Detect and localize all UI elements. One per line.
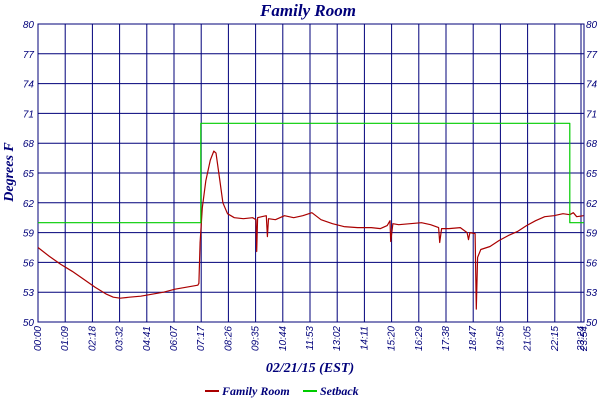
y-tick-label-left: 74	[23, 80, 35, 91]
x-tick-label: 09:35	[251, 326, 262, 351]
y-tick-label-right: 50	[586, 318, 598, 329]
y-tick-label-left: 53	[23, 288, 35, 299]
series-lines	[37, 122, 584, 310]
x-tick-label: 02:18	[87, 326, 98, 351]
y-tick-label-left: 59	[23, 229, 35, 240]
x-tick-label: 07:17	[196, 326, 207, 351]
legend-label-setback: Setback	[320, 384, 359, 398]
y-tick-label-left: 62	[23, 199, 35, 210]
y-tick-label-left: 56	[23, 258, 35, 269]
y-tick-label-left: 80	[23, 20, 35, 31]
series-line-setback	[38, 122, 584, 224]
y-axis-label: Degrees F	[2, 142, 17, 203]
x-tick-label: 18:47	[468, 326, 479, 351]
y-tick-label-right: 68	[586, 139, 598, 150]
x-tick-label: 22:15	[550, 326, 561, 352]
x-tick-label: 11:53	[305, 326, 316, 351]
y-tick-label-left: 68	[23, 139, 35, 150]
x-tick-label: 23:24	[576, 326, 587, 352]
x-axis-label: 02/21/15 (EST)	[266, 361, 354, 376]
x-tick-label: 19:56	[495, 326, 506, 351]
grid-lines	[37, 23, 585, 323]
x-tick-label: 06:07	[169, 326, 180, 351]
y-tick-label-right: 56	[586, 258, 598, 269]
y-tick-label-right: 80	[586, 20, 598, 31]
y-tick-label-right: 53	[586, 288, 598, 299]
y-tick-label-right: 62	[586, 199, 598, 210]
y-tick-label-left: 50	[23, 318, 35, 329]
y-tick-label-left: 65	[23, 169, 35, 180]
x-tick-label: 17:38	[441, 326, 452, 351]
legend: Family Room Setback	[205, 384, 359, 398]
x-tick-label: 13:02	[332, 326, 343, 351]
y-tick-label-left: 77	[23, 50, 35, 61]
chart-title: Family Room	[259, 1, 356, 20]
x-tick-label: 21:05	[523, 326, 534, 352]
y-tick-label-right: 77	[586, 50, 598, 61]
x-tick-label: 03:32	[115, 326, 126, 351]
y-tick-label-left: 71	[23, 109, 34, 120]
legend-label-family-room: Family Room	[221, 384, 290, 398]
x-tick-label: 01:09	[60, 326, 71, 351]
x-tick-label: 14:11	[359, 326, 370, 350]
x-tick-label: 10:44	[278, 326, 289, 351]
y-tick-label-right: 74	[586, 80, 598, 91]
y-tick-label-right: 71	[586, 109, 597, 120]
x-tick-label: 00:00	[33, 326, 44, 351]
x-tick-label: 04:41	[142, 326, 153, 351]
x-tick-label: 23:54	[579, 326, 590, 352]
x-tick-label: 15:20	[387, 326, 398, 351]
tick-labels: 50 50 53 53 56 56 59 59 62 62 65 65 68 68 71 71 74 74 77 77…	[23, 20, 598, 352]
x-tick-label: 16:29	[414, 326, 425, 351]
y-tick-label-right: 65	[586, 169, 598, 180]
x-tick-label: 08:26	[223, 326, 234, 351]
series-line-family-room	[37, 150, 584, 310]
y-tick-label-right: 59	[586, 229, 598, 240]
